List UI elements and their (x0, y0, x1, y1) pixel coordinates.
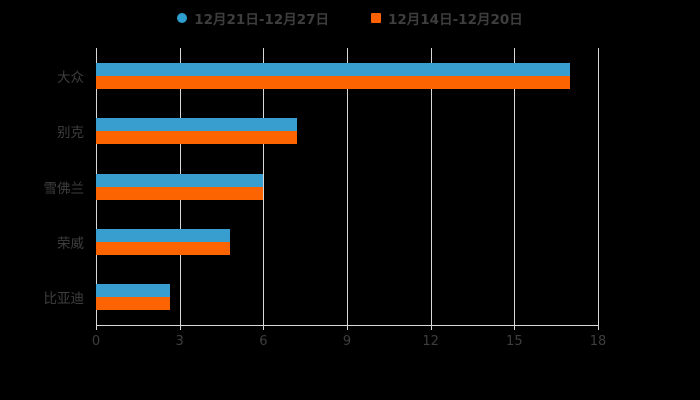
y-category-label: 别克 (57, 125, 84, 142)
gridline-6 (263, 48, 265, 325)
plot-area: 0 3 6 9 12 15 18 (92, 48, 606, 349)
y-category-label: 比亚迪 (43, 291, 85, 308)
bar-group (96, 173, 598, 200)
x-tick-15 (514, 325, 516, 330)
bar-比亚迪-series1[interactable] (96, 297, 170, 311)
x-tick-label: 0 (91, 334, 101, 349)
bar-group (96, 228, 598, 255)
x-tick-12 (430, 325, 432, 330)
y-axis-labels: 大众别克雪佛兰荣威比亚迪 (0, 48, 96, 325)
square-marker-icon (371, 13, 381, 23)
y-category-label: 雪佛兰 (43, 180, 85, 197)
bar-group (96, 284, 598, 311)
legend-item-1[interactable]: 12月14日-12月20日 (371, 8, 523, 28)
bar-大众-series1[interactable] (96, 75, 571, 89)
x-tick-label: 15 (506, 334, 523, 349)
x-tick-6 (263, 325, 265, 330)
bar-group (96, 62, 598, 89)
gridline-9 (347, 48, 348, 325)
x-tick-label: 6 (259, 334, 268, 349)
gridline-12 (430, 48, 432, 325)
x-tick-label: 3 (175, 334, 184, 349)
x-axis-line (96, 325, 598, 326)
y-category-label: 荣威 (57, 235, 84, 252)
bar-荣威-series1[interactable] (96, 241, 230, 255)
x-tick-0 (96, 325, 97, 330)
bar-荣威-series0[interactable] (96, 228, 230, 242)
chart-legend: 12月21日-12月27日 12月14日-12月20日 (0, 8, 700, 28)
legend-item-0[interactable]: 12月21日-12月27日 (177, 8, 329, 28)
bar-比亚迪-series0[interactable] (96, 284, 170, 298)
bar-大众-series0[interactable] (96, 62, 571, 76)
bar-雪佛兰-series0[interactable] (96, 173, 264, 187)
legend-label-0: 12月21日-12月27日 (194, 12, 329, 28)
x-tick-9 (347, 325, 348, 330)
bar-雪佛兰-series1[interactable] (96, 186, 264, 200)
x-tick-3 (179, 325, 181, 330)
x-tick-label: 12 (422, 334, 439, 349)
circle-marker-icon (177, 13, 188, 23)
bar-别克-series0[interactable] (96, 118, 297, 132)
x-tick-label: 9 (342, 334, 352, 349)
y-category-label: 大众 (57, 69, 84, 86)
x-tick-label: 18 (589, 334, 607, 349)
bar-group (96, 118, 598, 145)
bar-别克-series1[interactable] (96, 131, 297, 145)
gridline-15 (514, 48, 516, 325)
legend-label-1: 12月14日-12月20日 (388, 12, 523, 28)
gridline-18 (598, 48, 599, 325)
x-tick-18 (598, 325, 599, 330)
